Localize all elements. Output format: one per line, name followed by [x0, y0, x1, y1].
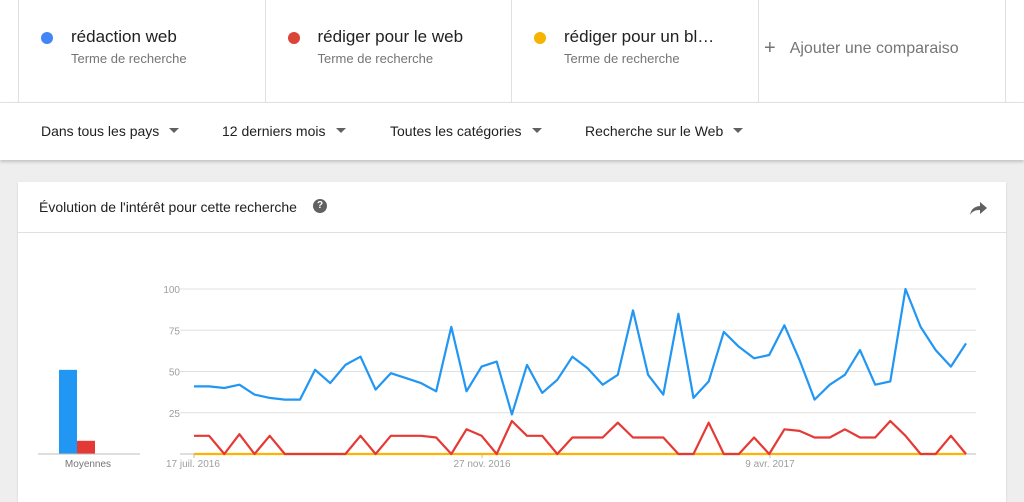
term-color-dot [534, 32, 546, 44]
filter-period-label: 12 derniers mois [222, 123, 326, 139]
term-label[interactable]: rédaction web [71, 27, 177, 46]
x-tick-label: 27 nov. 2016 [453, 459, 511, 470]
add-comparison-button[interactable]: + Ajouter une comparaiso [764, 36, 959, 59]
interest-line-chart: 25 50 75 100 17 juil. 2016 27 nov. 2016 9 avr.… [38, 285, 976, 470]
term-sublabel: Terme de recherche [71, 51, 187, 66]
filter-country-label: Dans tous les pays [41, 123, 160, 139]
y-tick-label: 100 [163, 285, 180, 296]
plus-icon: + [764, 37, 776, 59]
dropdown-arrow-icon [531, 127, 542, 133]
term-card-3[interactable]: rédiger pour un bl… Terme de recherche [512, 0, 759, 102]
term-color-dot [41, 32, 53, 44]
series-line [194, 419, 967, 456]
filter-search-type-dropdown[interactable]: Recherche sur le Web [585, 123, 744, 139]
term-card-2[interactable]: rédiger pour le web Terme de recherche [266, 0, 512, 102]
search-terms-bar: rédaction web Terme de recherche rédiger… [0, 0, 1024, 102]
terms-row: rédaction web Terme de recherche rédiger… [18, 0, 1006, 102]
term-color-dot [287, 32, 300, 44]
y-tick-label: 75 [169, 326, 181, 337]
filter-category-label: Toutes les catégories [390, 123, 522, 139]
add-comparison-label: Ajouter une comparaiso [789, 40, 959, 57]
x-tick-label: 9 avr. 2017 [745, 459, 795, 470]
average-bar [77, 440, 95, 454]
term-label[interactable]: rédiger pour un bl… [564, 27, 715, 46]
filters-bar: Dans tous les pays 12 derniers mois Tout… [0, 102, 1024, 160]
dropdown-arrow-icon [733, 127, 744, 133]
dropdown-arrow-icon [335, 127, 346, 133]
averages-label: Moyennes [65, 459, 111, 470]
series-line [194, 287, 967, 416]
x-tick-label: 17 juil. 2016 [166, 459, 220, 470]
y-tick-label: 25 [169, 409, 181, 420]
share-icon[interactable] [970, 200, 988, 216]
filter-period-dropdown[interactable]: 12 derniers mois [222, 123, 346, 139]
term-sublabel: Terme de recherche [564, 51, 680, 66]
term-card-1[interactable]: rédaction web Terme de recherche [19, 0, 266, 102]
filter-category-dropdown[interactable]: Toutes les catégories [390, 123, 542, 139]
dropdown-arrow-icon [169, 127, 180, 133]
average-bar [59, 369, 77, 454]
card-header: Évolution de l'intérêt pour cette recher… [18, 182, 1006, 233]
help-icon[interactable]: ? [313, 199, 327, 213]
interest-over-time-card: Évolution de l'intérêt pour cette recher… [18, 182, 1006, 502]
filter-search-type-label: Recherche sur le Web [585, 123, 724, 139]
card-title: Évolution de l'intérêt pour cette recher… [39, 199, 297, 215]
term-sublabel: Terme de recherche [317, 51, 434, 66]
term-label[interactable]: rédiger pour le web [317, 27, 464, 46]
filter-country-dropdown[interactable]: Dans tous les pays [41, 123, 180, 139]
y-tick-label: 50 [169, 368, 181, 379]
